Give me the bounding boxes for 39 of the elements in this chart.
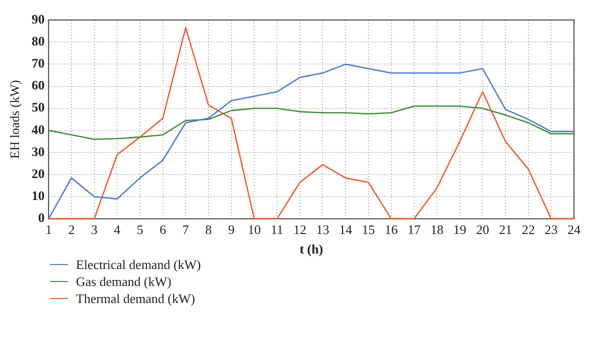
x-tick-label: 22 bbox=[522, 222, 535, 238]
y-tick-label: 0 bbox=[38, 210, 45, 226]
x-tick-label: 7 bbox=[182, 222, 190, 238]
y-tick-label: 50 bbox=[32, 100, 45, 115]
x-axis-title: t (h) bbox=[300, 242, 324, 257]
y-tick-label: 40 bbox=[32, 122, 45, 137]
x-tick-label: 19 bbox=[453, 222, 466, 238]
y-axis-title: EH loads (kW) bbox=[7, 80, 22, 159]
x-tick-label: 10 bbox=[248, 222, 261, 238]
x-tick-label: 11 bbox=[270, 222, 284, 238]
legend-label: Gas demand (kW) bbox=[76, 274, 172, 290]
y-tick-label: 20 bbox=[32, 166, 45, 181]
x-tick-label: 9 bbox=[228, 222, 235, 238]
x-tick-label: 1 bbox=[45, 222, 52, 238]
y-tick-label: 10 bbox=[32, 188, 45, 204]
x-tick-label: 14 bbox=[339, 222, 353, 238]
x-tick-label: 16 bbox=[384, 222, 398, 238]
x-tick-label: 17 bbox=[408, 222, 422, 238]
y-tick-label: 70 bbox=[32, 56, 45, 71]
x-tick-label: 8 bbox=[205, 222, 212, 238]
legend-label: Electrical demand (kW) bbox=[76, 256, 201, 272]
x-tick-label: 5 bbox=[136, 222, 144, 238]
x-tick-label: 20 bbox=[476, 222, 490, 238]
x-tick-label: 24 bbox=[568, 222, 581, 238]
x-tick-label: 2 bbox=[68, 222, 75, 238]
x-tick-label: 13 bbox=[316, 222, 330, 238]
x-tick-label: 6 bbox=[160, 222, 167, 238]
x-tick-label: 21 bbox=[498, 222, 512, 238]
x-tick-label: 4 bbox=[114, 222, 121, 238]
x-tick-label: 15 bbox=[362, 222, 375, 238]
x-tick-label: 23 bbox=[544, 222, 558, 238]
x-tick-label: 3 bbox=[91, 222, 98, 238]
x-tick-label: 18 bbox=[430, 222, 444, 238]
x-tick-label: 12 bbox=[293, 222, 306, 238]
y-tick-label: 60 bbox=[32, 78, 45, 93]
legend-label: Thermal demand (kW) bbox=[76, 290, 196, 306]
y-tick-label: 90 bbox=[32, 11, 45, 26]
y-tick-label: 80 bbox=[32, 33, 45, 48]
y-tick-label: 30 bbox=[32, 144, 45, 159]
